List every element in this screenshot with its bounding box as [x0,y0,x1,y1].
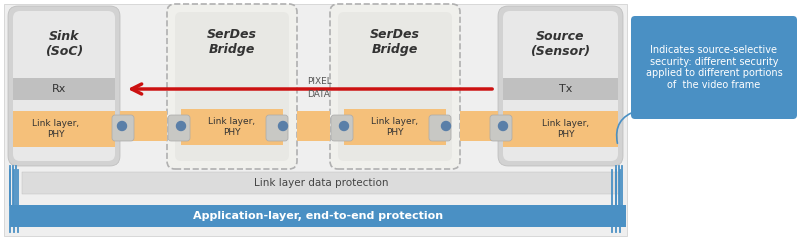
Bar [503,111,618,147]
FancyBboxPatch shape [168,115,190,141]
Text: Link layer,
PHY: Link layer, PHY [371,117,418,137]
Text: SerDes
Bridge: SerDes Bridge [370,28,420,56]
Circle shape [177,122,186,130]
Bar [13,78,115,100]
FancyBboxPatch shape [8,6,120,166]
Text: Source
(Sensor): Source (Sensor) [530,30,590,58]
Bar [13,111,115,147]
FancyBboxPatch shape [175,12,289,161]
Circle shape [118,122,126,130]
FancyBboxPatch shape [112,115,134,141]
Text: Rx: Rx [52,84,66,94]
Text: Link layer data protection: Link layer data protection [254,178,388,188]
FancyBboxPatch shape [429,115,451,141]
Bar [344,109,446,145]
Circle shape [278,122,287,130]
FancyBboxPatch shape [167,4,297,169]
FancyBboxPatch shape [490,115,512,141]
Bar [22,172,620,194]
FancyBboxPatch shape [331,115,353,141]
Bar [120,111,167,141]
Text: Application-layer, end-to-end protection: Application-layer, end-to-end protection [193,211,443,221]
Circle shape [442,122,450,130]
Text: SerDes
Bridge: SerDes Bridge [207,28,257,56]
Text: PIXEL: PIXEL [306,76,331,85]
Text: Link layer,
PHY: Link layer, PHY [209,117,255,137]
Circle shape [498,122,507,130]
Bar [460,111,498,141]
FancyBboxPatch shape [503,11,618,161]
Bar [181,109,283,145]
Text: Sink
(SoC): Sink (SoC) [45,30,83,58]
Text: Link layer,
PHY: Link layer, PHY [33,119,79,139]
Bar [503,78,618,100]
Text: DATA: DATA [307,89,330,99]
FancyBboxPatch shape [266,115,288,141]
Text: Tx: Tx [559,84,572,94]
Bar [10,205,626,227]
Circle shape [339,122,349,130]
Text: Indicates source-selective
security: different security
applied to different por: Indicates source-selective security: dif… [646,45,782,90]
FancyBboxPatch shape [13,11,115,161]
Bar [4,4,627,236]
FancyBboxPatch shape [330,4,460,169]
FancyBboxPatch shape [338,12,452,161]
Text: Link layer,
PHY: Link layer, PHY [542,119,589,139]
FancyBboxPatch shape [631,16,797,119]
Bar [297,111,330,141]
FancyBboxPatch shape [498,6,623,166]
